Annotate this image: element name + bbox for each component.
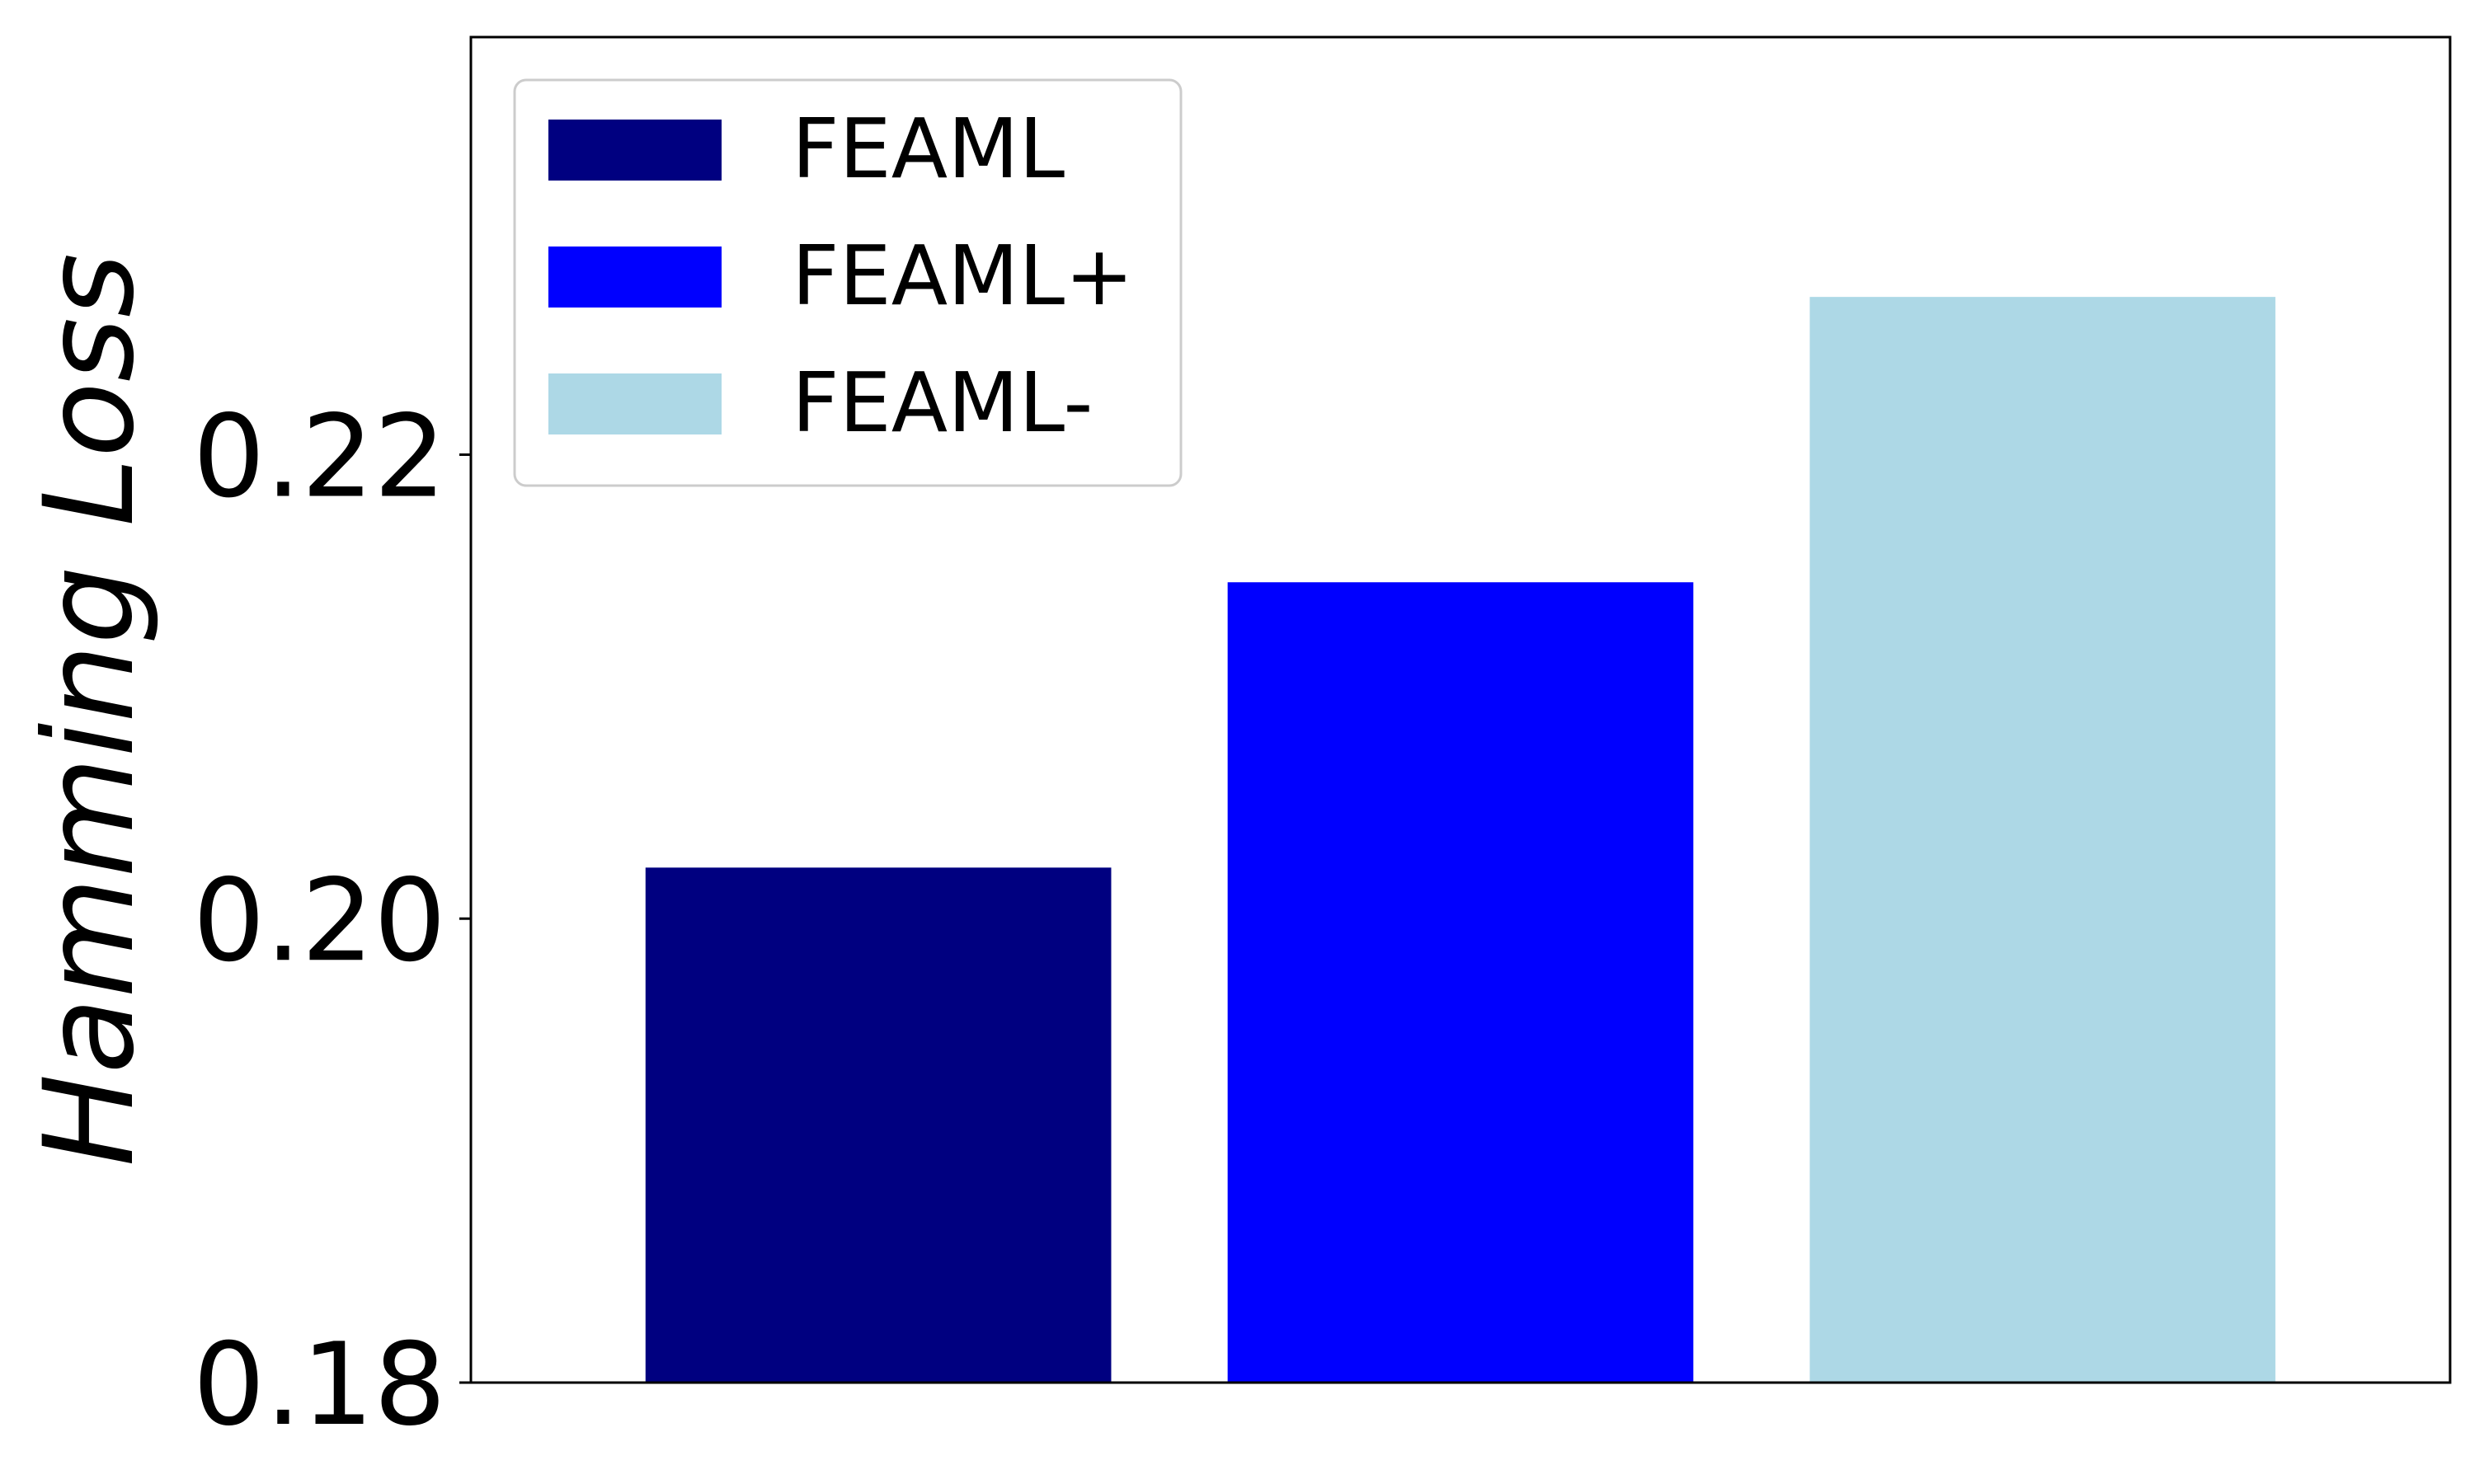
bar-feaml (645, 867, 1112, 1383)
legend-label-feaml-plus: FEAML+ (792, 228, 1134, 324)
legend-swatch-feaml (548, 120, 722, 181)
legend: FEAML FEAML+ FEAML- (513, 78, 1183, 487)
y-axis-ticks: 0.18 0.20 0.22 (193, 390, 471, 1451)
bar-feaml-minus (1809, 297, 2276, 1383)
y-axis-title: Hamming Loss (18, 253, 162, 1167)
y-tick-label: 0.18 (193, 1318, 446, 1451)
plot-frame (469, 35, 2452, 1384)
legend-label-feaml-minus: FEAML- (792, 355, 1093, 451)
bars-group (645, 297, 2276, 1383)
y-tick-label: 0.20 (193, 854, 446, 987)
legend-label-feaml: FEAML (792, 101, 1065, 197)
bar-feaml-plus (1227, 582, 1694, 1383)
y-tick-label: 0.22 (193, 390, 446, 523)
legend-swatch-feaml-plus (548, 247, 722, 308)
legend-swatch-feaml-minus (548, 373, 722, 434)
